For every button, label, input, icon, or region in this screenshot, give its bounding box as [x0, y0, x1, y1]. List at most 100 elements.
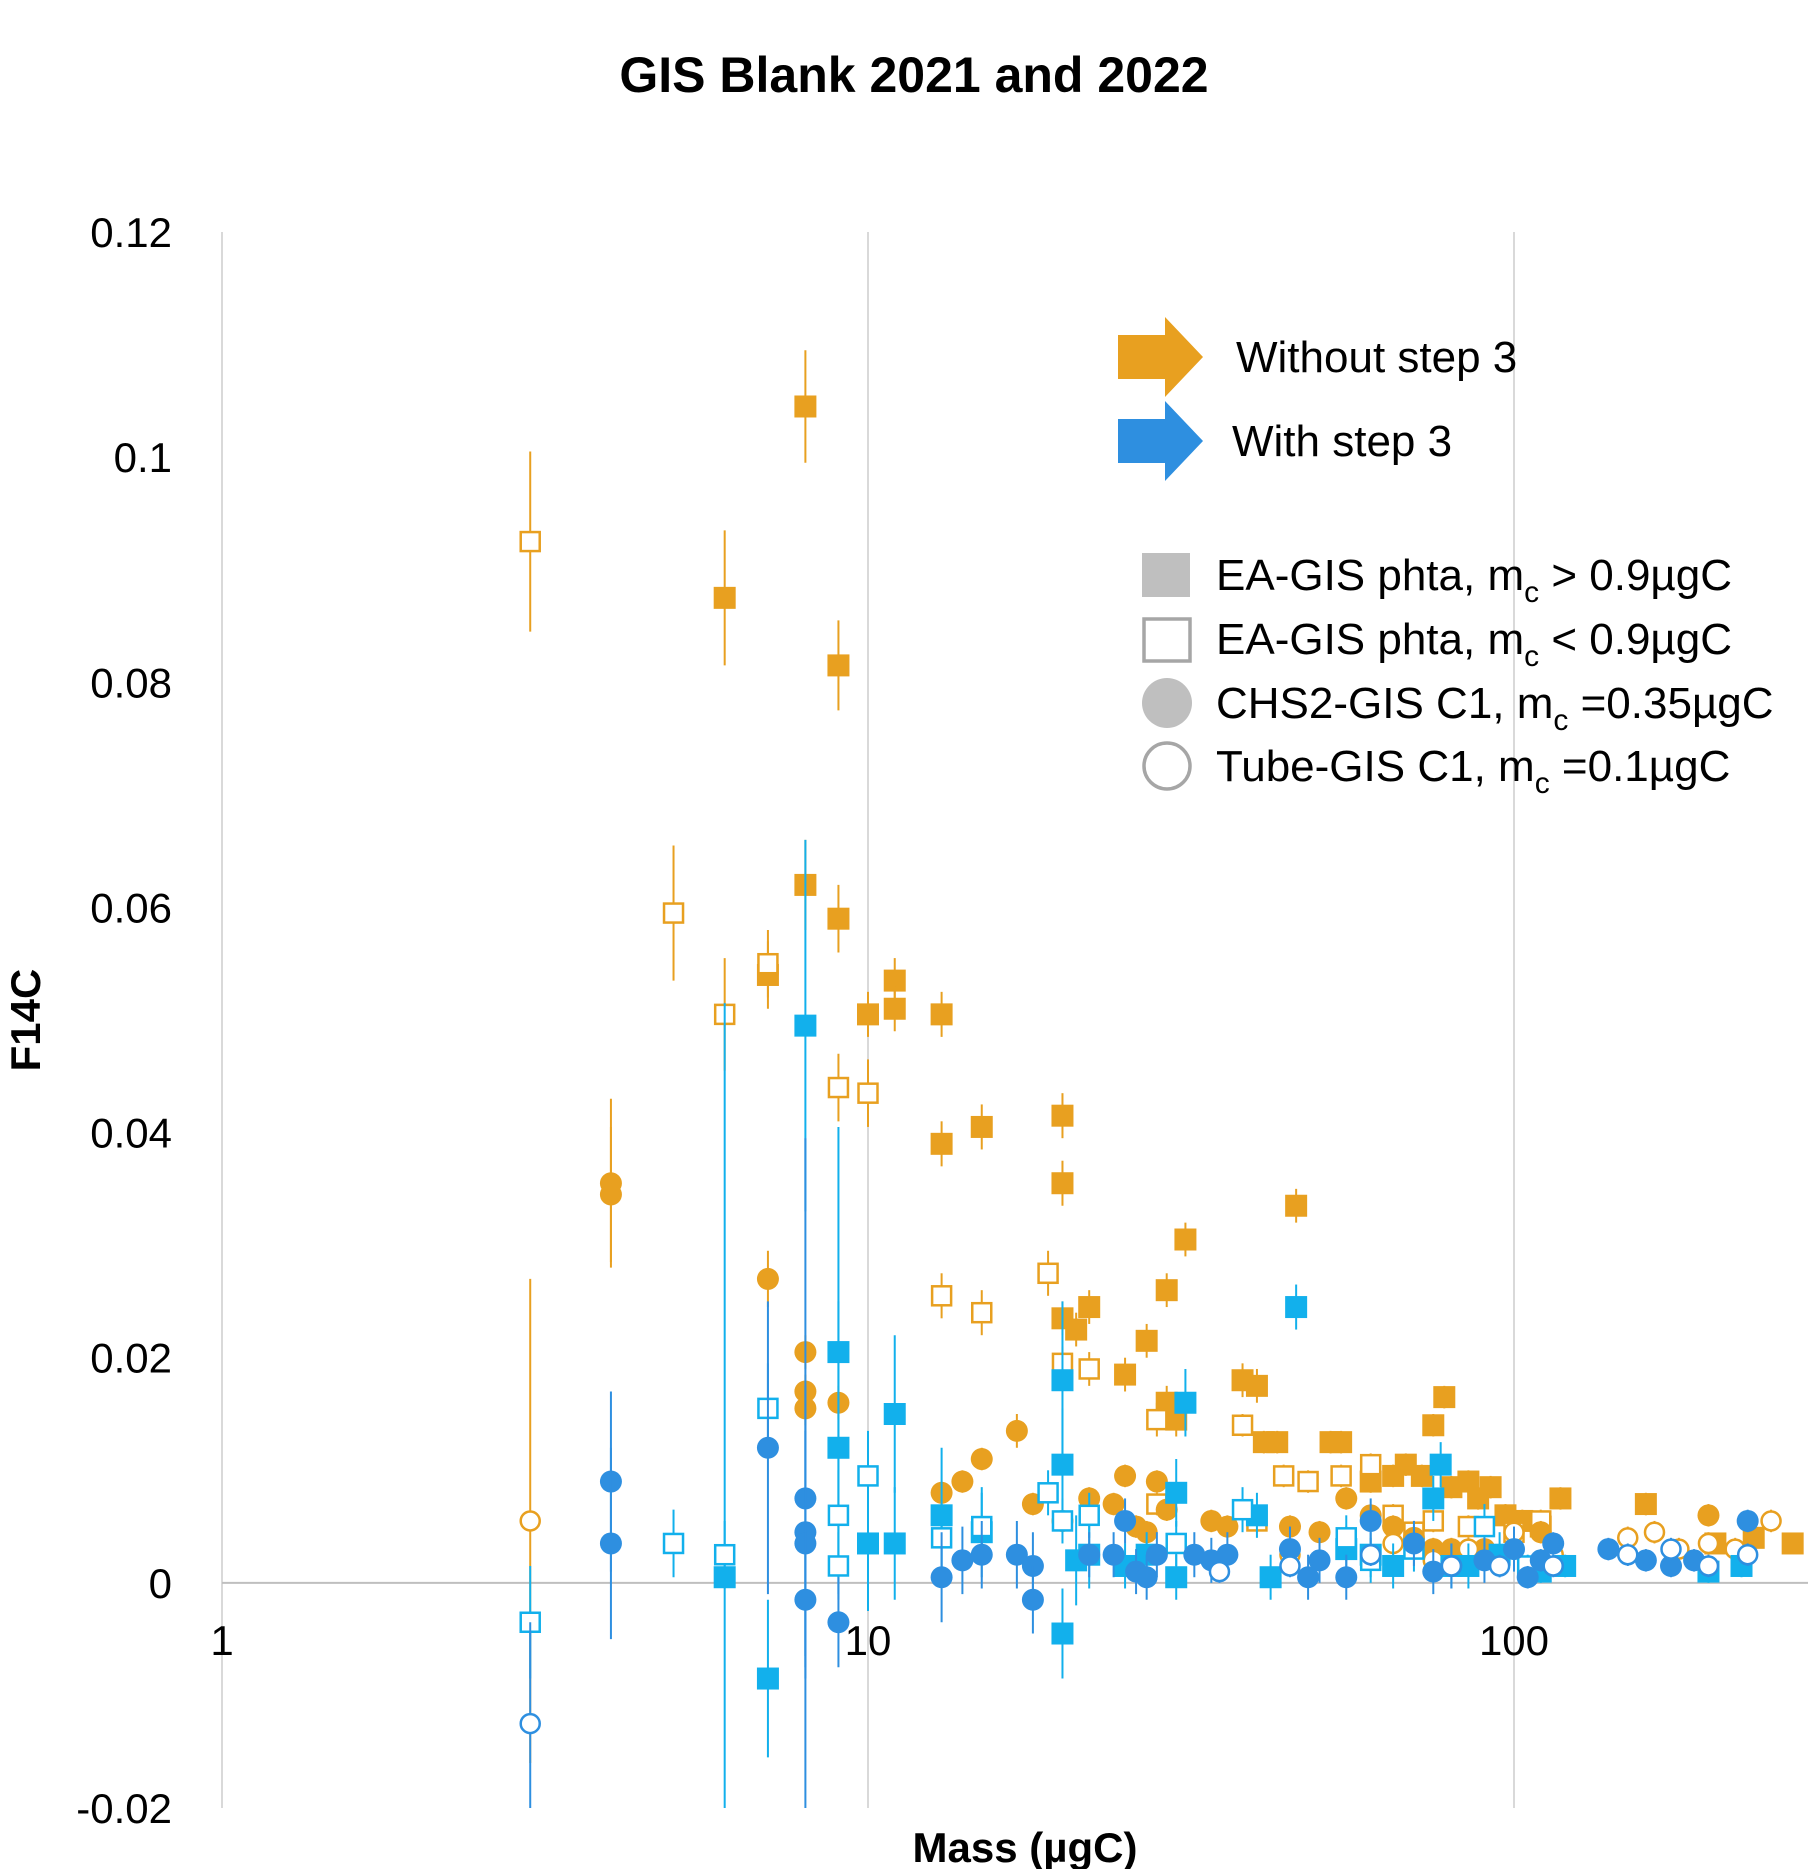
data-point: [1617, 1543, 1639, 1566]
series-open-circle-without-step3: [519, 1278, 1782, 1763]
marker-shape: [970, 1115, 993, 1138]
marker-shape: [1078, 1543, 1101, 1566]
data-point: [756, 1436, 779, 1459]
marker-shape: [1494, 1504, 1517, 1527]
data-point: [1051, 1510, 1074, 1532]
data-point: [1051, 1104, 1074, 1127]
marker-shape: [1359, 1453, 1382, 1476]
marker-shape: [1285, 1296, 1308, 1319]
marker-shape: [1697, 1555, 1720, 1577]
data-point: [1183, 1543, 1206, 1566]
marker-shape: [1266, 1431, 1289, 1454]
marker-shape: [519, 1712, 541, 1735]
data-point: [1135, 1566, 1158, 1589]
marker-shape: [1174, 1228, 1197, 1251]
data-point: [1516, 1566, 1539, 1589]
data-point: [1597, 1538, 1620, 1561]
y-tick-label: 0.04: [90, 1110, 172, 1157]
data-point: [1440, 1555, 1463, 1577]
marker-shape: [519, 530, 541, 553]
marker-shape: [1549, 1487, 1572, 1510]
marker-shape: [1736, 1509, 1759, 1532]
marker-shape: [883, 969, 906, 992]
marker-shape: [1359, 1509, 1382, 1532]
marker-shape: [1114, 1363, 1137, 1386]
y-tick-label: 0.1: [114, 434, 172, 481]
marker-shape: [930, 1132, 953, 1155]
marker-shape: [713, 1543, 736, 1566]
data-point: [1410, 1464, 1433, 1487]
marker-shape: [1359, 1543, 1382, 1566]
marker-shape: [857, 1465, 879, 1487]
data-point: [756, 1667, 779, 1690]
data-point: [1216, 1515, 1239, 1538]
chart-title: GIS Blank 2021 and 2022: [619, 47, 1208, 103]
data-point: [1308, 1549, 1331, 1572]
data-point: [1051, 1172, 1074, 1195]
marker-shape: [1503, 1538, 1525, 1561]
data-point: [1440, 1476, 1463, 1499]
marker-shape: [1457, 1470, 1480, 1493]
marker-shape: [1402, 1532, 1425, 1555]
data-point: [1473, 1515, 1496, 1538]
data-point: [1433, 1386, 1456, 1409]
marker-shape: [1165, 1532, 1187, 1555]
marker-shape: [1155, 1498, 1178, 1521]
plot-area: [519, 350, 1804, 1808]
data-point: [1422, 1487, 1445, 1510]
data-point: [883, 997, 906, 1020]
data-point: [1135, 1329, 1158, 1352]
data-point: [970, 1543, 993, 1566]
marker-shape: [827, 1555, 850, 1577]
marker-shape: [1051, 1453, 1074, 1476]
marker-shape: [930, 1003, 953, 1026]
marker-shape: [1216, 1515, 1239, 1538]
marker-shape: [1135, 1329, 1158, 1352]
legend-shape-item: CHS2-GIS C1, mc =0.35µgC: [1142, 678, 1774, 737]
marker-shape: [951, 1470, 974, 1493]
marker-shape: [1634, 1549, 1657, 1572]
marker-shape: [1145, 1470, 1168, 1493]
data-point: [1479, 1476, 1502, 1499]
legend-shape-label: EA-GIS phta, mc < 0.9µgC: [1216, 615, 1732, 673]
data-point: [1102, 1493, 1125, 1516]
data-point: [930, 1132, 953, 1155]
y-tick-label: 0.06: [90, 884, 172, 931]
marker-shape: [1155, 1391, 1178, 1414]
data-point: [857, 1082, 879, 1104]
marker-shape: [1155, 1279, 1178, 1302]
marker-shape: [883, 1532, 906, 1555]
data-point: [1457, 1470, 1480, 1493]
marker-shape: [662, 902, 685, 924]
data-point: [930, 1285, 953, 1307]
series-filled-square-without-step3: [713, 350, 1804, 1555]
marker-shape: [1051, 1172, 1074, 1195]
marker-shape: [1208, 1560, 1231, 1583]
legend-shape-item: Tube-GIS C1, mc =0.1µgC: [1142, 741, 1730, 800]
marker-shape: [1440, 1555, 1463, 1577]
marker-shape: [1102, 1493, 1125, 1516]
marker-shape: [827, 1076, 850, 1099]
marker-shape: [827, 1436, 850, 1459]
marker-shape: [1597, 1538, 1620, 1561]
marker-shape: [857, 1003, 879, 1026]
data-point: [1736, 1509, 1759, 1532]
marker-shape: [1330, 1431, 1353, 1454]
data-point: [1634, 1493, 1657, 1516]
marker-shape: [757, 952, 779, 975]
marker-shape: [1742, 1526, 1765, 1549]
data-point: [1697, 1504, 1720, 1527]
data-point: [1503, 1538, 1525, 1561]
marker-shape: [857, 1532, 879, 1555]
data-point: [1634, 1549, 1657, 1572]
data-point: [1330, 1465, 1352, 1487]
marker-shape: [1114, 1464, 1137, 1487]
data-point: [827, 1611, 850, 1634]
marker-shape: [1165, 1566, 1188, 1589]
data-point: [1382, 1515, 1405, 1538]
data-point: [1643, 1521, 1666, 1543]
data-point: [1272, 1465, 1295, 1487]
legend-arrow-item: Without step 3: [1118, 317, 1517, 397]
data-point: [519, 530, 541, 553]
